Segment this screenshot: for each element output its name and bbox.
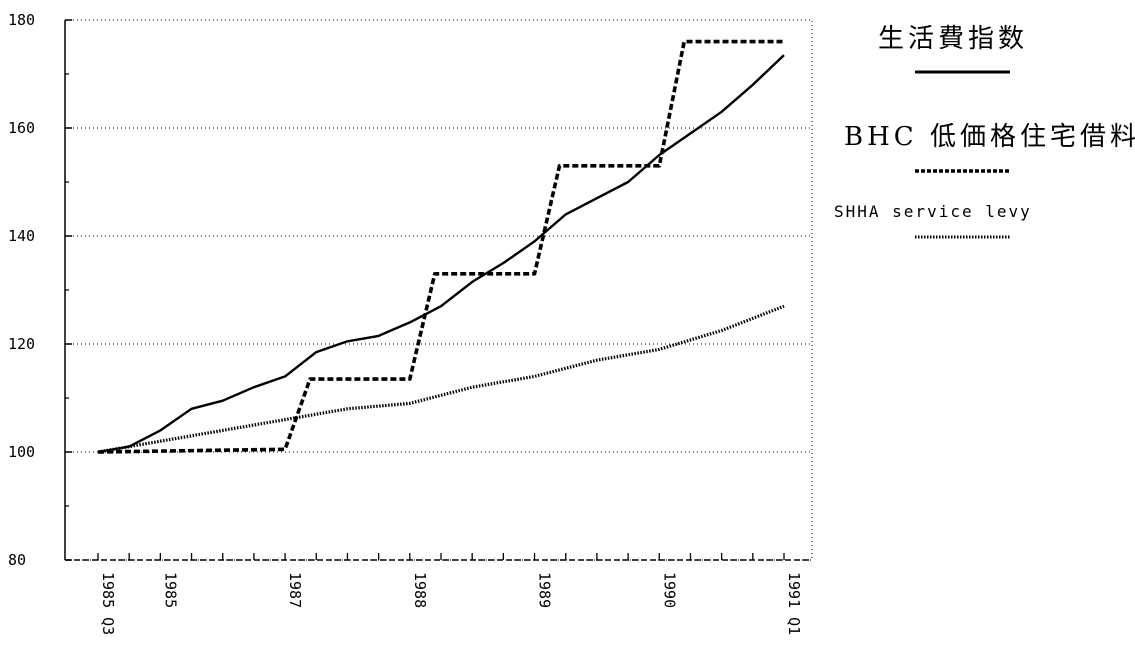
- y-tick-label: 80: [8, 551, 26, 569]
- legend-swatch-solid: [915, 70, 1010, 74]
- axes: 80 100 120 140 160 180 1985 Q3 1985 1987 1988 1989…: [8, 11, 812, 635]
- x-tick-label: 1985: [161, 572, 179, 608]
- series-line-cost-of-living: [97, 54, 785, 454]
- series-lines: [97, 39, 785, 454]
- legend-swatch-dashed: [915, 169, 1010, 173]
- legend-swatch-dotted: [915, 235, 1010, 239]
- series-line-shha-levy: [97, 304, 785, 454]
- y-tick-label: 180: [8, 11, 35, 29]
- y-tick-label: 160: [8, 119, 35, 137]
- legend-label-cost-of-living-index: 生活費指数: [878, 24, 1029, 54]
- x-tick-label: 1989: [536, 572, 554, 608]
- x-tick-label: 1990: [660, 572, 678, 608]
- grid-lines: [65, 127, 812, 453]
- y-tick-label: 100: [8, 443, 35, 461]
- legend-label-shha-service-levy: SHHA service levy: [834, 202, 1032, 221]
- x-tick-label: 1985 Q3: [99, 572, 117, 635]
- series-line-bhc-rent: [97, 39, 784, 454]
- plot-area-frame: [64, 19, 813, 561]
- x-tick-label: 1988: [411, 572, 429, 608]
- y-tick-label: 120: [8, 335, 35, 353]
- x-tick-label: 1987: [286, 572, 304, 608]
- x-tick-label: 1991 Q1: [785, 572, 803, 635]
- legend-label-bhc-rent: BHC 低価格住宅借料: [844, 122, 1135, 152]
- y-tick-label: 140: [8, 227, 35, 245]
